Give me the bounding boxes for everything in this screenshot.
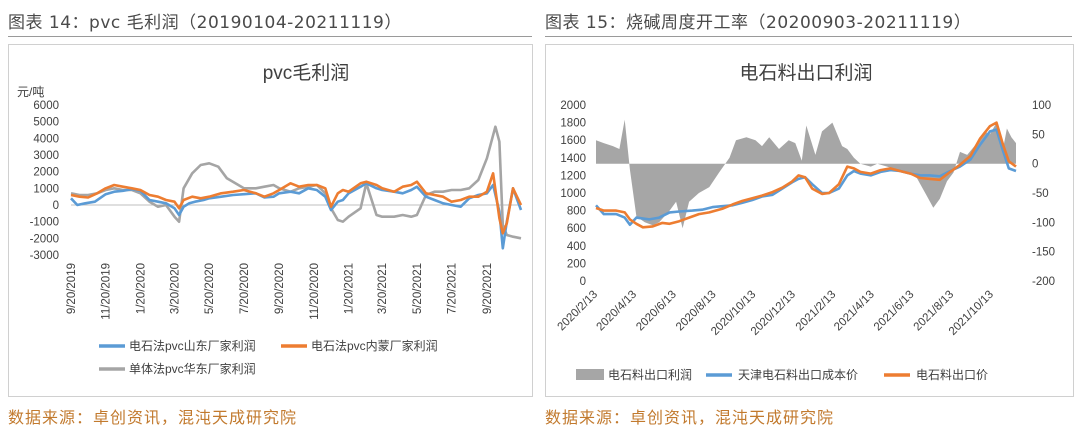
- x-tick-label: 9/20/2019: [66, 263, 78, 314]
- y-tick-label: 1800: [560, 118, 586, 130]
- x-tick-label: 3/20/2020: [170, 263, 182, 314]
- x-tick-label: 9/20/2020: [274, 263, 286, 314]
- y2-tick-label: -100: [1032, 217, 1055, 229]
- y2-tick-label: -50: [1032, 188, 1049, 200]
- legend-label: 单体法pvc华东厂家利润: [129, 361, 256, 376]
- legend-label: 电石料出口利润: [608, 368, 692, 382]
- series-line: [595, 121, 1017, 229]
- y-tick-label: -3000: [30, 250, 59, 262]
- legend-label: 电石料出口价: [916, 368, 988, 382]
- y2-tick-label: -150: [1032, 247, 1055, 259]
- x-tick-label: 2021/4/13: [832, 289, 877, 334]
- y-tick-label: 4000: [33, 133, 59, 145]
- x-tick-label: 1/20/2021: [344, 263, 356, 314]
- y2-tick-label: 50: [1032, 129, 1045, 141]
- right-chart-panel: 电石料出口利润 0 200 400 600 800 1000 1200 1400 1600 1800…: [545, 44, 1074, 397]
- x-tick-label: 7/20/2021: [447, 263, 459, 314]
- right-source-note: 数据来源：卓创资讯，混沌天成研究院: [545, 408, 835, 427]
- y-tick-label: 800: [567, 206, 586, 218]
- right-figure-caption: 图表 15：烧碱周度开工率（20200903-20211119）: [545, 13, 972, 33]
- x-tick-label: 5/20/2020: [204, 263, 216, 314]
- y-tick-label: 5000: [33, 117, 59, 129]
- y-tick-label: -1000: [30, 217, 59, 229]
- legend-label: 电石法pvc山东厂家利润: [129, 338, 256, 353]
- y-tick-label: 3000: [33, 150, 59, 162]
- series-line: [70, 182, 523, 250]
- legend-swatch: [576, 369, 604, 380]
- x-tick-label: 5/20/2021: [412, 263, 424, 314]
- carbide-export-profit-chart: 电石料出口利润020040060080010001200140016001800…: [555, 62, 1055, 382]
- left-chart-panel: pvc毛利润元/吨 -3000 -2000 -1000 0 1000 2000 3000 400…: [8, 44, 533, 397]
- y-tick-label: 1000: [560, 188, 586, 200]
- x-tick-label: 3/20/2021: [377, 263, 389, 314]
- y-tick-label: 600: [567, 223, 586, 235]
- y2-tick-label: -200: [1032, 276, 1055, 288]
- series-line: [70, 125, 522, 240]
- x-tick-label: 2020/2/13: [555, 289, 600, 334]
- y-tick-label: 200: [567, 258, 586, 270]
- y-tick-label: 2000: [560, 100, 586, 112]
- x-tick-label: 9/20/2021: [482, 263, 494, 314]
- x-tick-label: 2021/6/13: [872, 289, 917, 334]
- y2-tick-label: 100: [1032, 100, 1051, 112]
- x-tick-label: 2020/6/13: [634, 289, 679, 334]
- chart-title: 电石料出口利润: [739, 62, 872, 84]
- x-tick-label: 1/20/2020: [135, 263, 147, 314]
- x-tick-label: 2020/4/13: [595, 289, 640, 334]
- y-tick-label: 1000: [33, 183, 59, 195]
- legend-label: 天津电石料出口成本价: [738, 368, 858, 382]
- y-tick-label: 400: [567, 241, 586, 253]
- x-tick-label: 11/20/2020: [309, 263, 321, 320]
- right-caption-rule: [545, 36, 1072, 37]
- x-tick-label: 7/20/2020: [239, 263, 251, 314]
- y-tick-label: 2000: [33, 167, 59, 179]
- y-tick-label: 1200: [560, 170, 586, 182]
- y-tick-label: -2000: [30, 233, 59, 245]
- series-line: [70, 172, 523, 235]
- y-tick-label: 0: [580, 276, 586, 288]
- y-tick-label: 1400: [560, 153, 586, 165]
- export-profit-area: [596, 119, 1016, 229]
- legend-label: 电石法pvc内蒙厂家利润: [311, 338, 438, 353]
- y2-tick-label: 0: [1032, 159, 1038, 171]
- x-tick-label: 11/20/2019: [101, 263, 113, 320]
- left-figure-caption: 图表 14：pvc 毛利润（20190104-20211119）: [8, 13, 402, 33]
- chart-title: pvc毛利润: [263, 62, 350, 84]
- left-source-note: 数据来源：卓创资讯，混沌天成研究院: [8, 408, 298, 427]
- left-caption-rule: [8, 36, 532, 37]
- x-tick-label: 2021/2/13: [794, 289, 839, 334]
- y-tick-label: 1600: [560, 135, 586, 147]
- y-tick-label: 0: [53, 200, 59, 212]
- y-tick-label: 6000: [33, 100, 59, 112]
- y-axis-unit-label: 元/吨: [17, 85, 44, 99]
